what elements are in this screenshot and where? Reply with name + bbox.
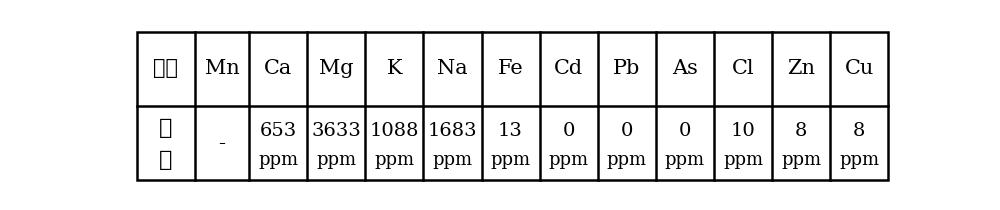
- Text: Mg: Mg: [319, 59, 353, 78]
- Text: 1088: 1088: [370, 122, 419, 140]
- Text: 0: 0: [621, 122, 633, 140]
- Text: 1683: 1683: [428, 122, 477, 140]
- Text: K: K: [387, 59, 402, 78]
- Text: ppm: ppm: [432, 151, 473, 169]
- Text: 3633: 3633: [311, 122, 361, 140]
- Text: 杂: 杂: [159, 149, 172, 171]
- Text: Cd: Cd: [554, 59, 583, 78]
- Text: ppm: ppm: [781, 151, 821, 169]
- Text: Cl: Cl: [732, 59, 754, 78]
- Text: Mn: Mn: [205, 59, 239, 78]
- Text: 元素: 元素: [153, 59, 178, 78]
- Text: ppm: ppm: [839, 151, 879, 169]
- Text: 653: 653: [259, 122, 297, 140]
- Text: ppm: ppm: [374, 151, 414, 169]
- Text: ppm: ppm: [723, 151, 763, 169]
- Text: ppm: ppm: [316, 151, 356, 169]
- Text: -: -: [218, 134, 225, 153]
- Text: Pb: Pb: [613, 59, 640, 78]
- Text: ppm: ppm: [258, 151, 298, 169]
- Text: 10: 10: [731, 122, 755, 140]
- Text: Fe: Fe: [498, 59, 523, 78]
- Text: Zn: Zn: [787, 59, 815, 78]
- Text: Na: Na: [437, 59, 468, 78]
- Text: ppm: ppm: [607, 151, 647, 169]
- Text: ppm: ppm: [665, 151, 705, 169]
- Text: 0: 0: [679, 122, 691, 140]
- Text: ppm: ppm: [549, 151, 589, 169]
- Text: Ca: Ca: [264, 59, 292, 78]
- Text: 除: 除: [159, 117, 172, 139]
- Text: 0: 0: [562, 122, 575, 140]
- Text: 8: 8: [853, 122, 865, 140]
- Text: Cu: Cu: [845, 59, 874, 78]
- Text: As: As: [672, 59, 698, 78]
- Text: 13: 13: [498, 122, 523, 140]
- Text: ppm: ppm: [490, 151, 531, 169]
- Text: 8: 8: [795, 122, 807, 140]
